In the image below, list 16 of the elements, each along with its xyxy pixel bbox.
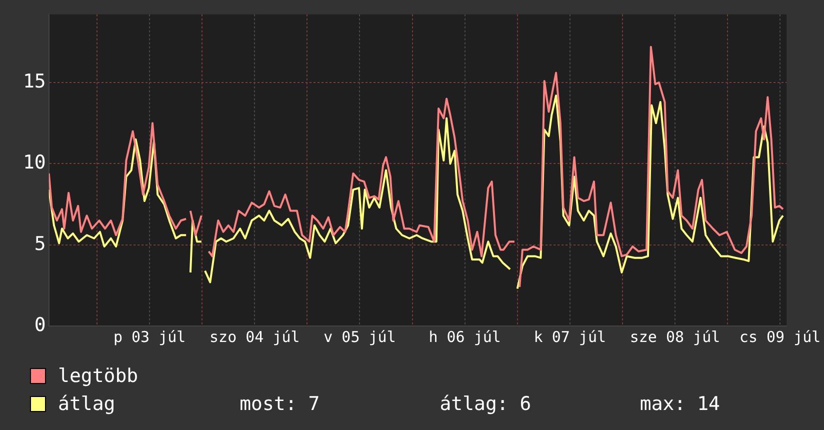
x-tick-label: v 05 júl xyxy=(324,328,396,346)
y-tick-label: 10 xyxy=(22,152,46,174)
x-tick-label: h 06 júl xyxy=(428,328,501,346)
legend-label: átlag xyxy=(58,393,116,415)
legend-label: legtöbb xyxy=(58,365,138,387)
text: átlag: 6 xyxy=(440,393,532,415)
x-tick-label: k 07 júl xyxy=(534,328,606,346)
x-tick-label: szo 04 júl xyxy=(210,328,300,346)
text: most: 7 xyxy=(240,393,321,415)
y-tick-label: 15 xyxy=(22,70,46,92)
x-tick-label: sze 08 júl xyxy=(630,328,720,346)
y-tick-label: 5 xyxy=(34,232,46,255)
x-tick-label: cs 09 júl xyxy=(739,328,821,346)
x-tick-label: p 03 júl xyxy=(113,328,186,346)
text: max: 14 xyxy=(640,393,721,415)
y-tick-label: 0 xyxy=(34,314,46,336)
